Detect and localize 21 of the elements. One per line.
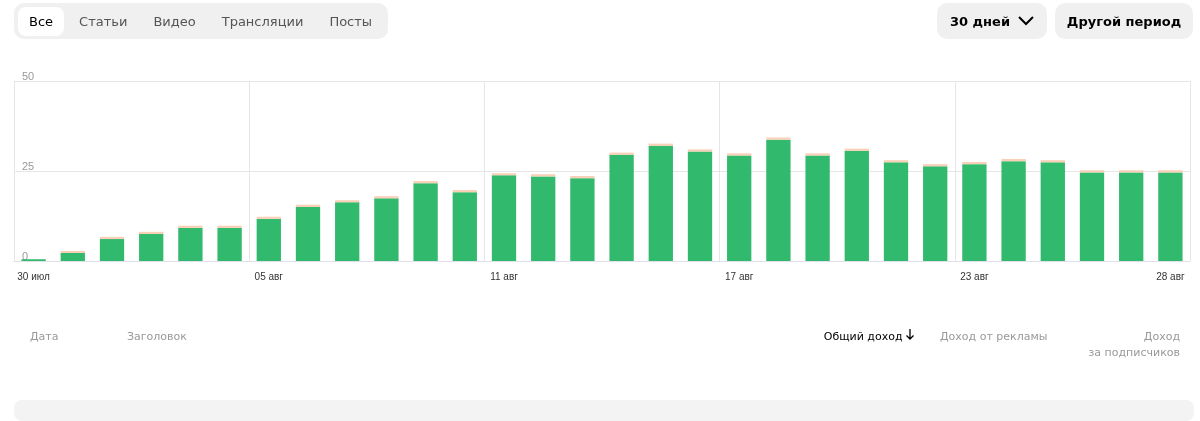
text: Видео xyxy=(152,12,197,31)
text: Доход от рекламы xyxy=(940,329,1048,345)
y-tick-label: 50 xyxy=(22,69,35,82)
text: Статьи xyxy=(78,12,129,31)
x-tick-label: 28 авг xyxy=(1156,270,1185,282)
text: Заголовок xyxy=(127,329,187,345)
text: Общий доход xyxy=(823,329,904,345)
x-tick-label: 23 авг xyxy=(960,270,989,282)
text: Другой период xyxy=(1055,3,1193,39)
x-tick-label: 17 авг xyxy=(724,270,754,282)
text: Доход за подписчиков xyxy=(1088,329,1180,361)
text: Дата xyxy=(30,329,59,345)
y-tick-label: 0 xyxy=(22,249,29,262)
text: Посты xyxy=(328,12,374,31)
text: Все xyxy=(18,6,65,36)
text: 30 дней xyxy=(949,13,1011,29)
text: Трансляции xyxy=(220,12,305,31)
x-tick-label: 30 июл xyxy=(17,270,51,282)
x-tick-label: 05 авг xyxy=(254,270,284,282)
x-tick-label: 11 авг xyxy=(490,270,519,282)
y-tick-label: 25 xyxy=(22,159,35,172)
